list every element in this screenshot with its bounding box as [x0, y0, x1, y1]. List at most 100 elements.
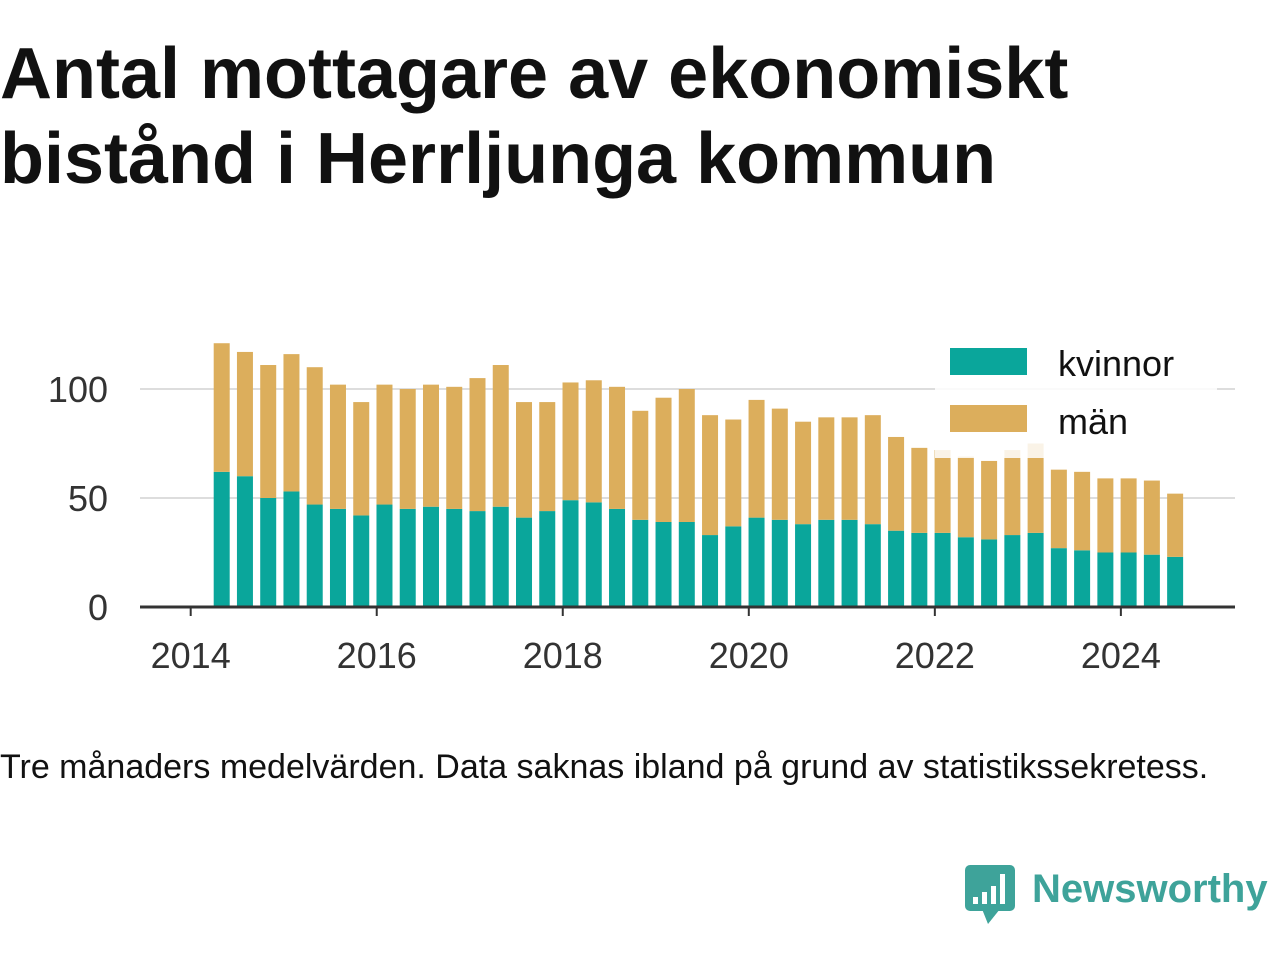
stacked-bar-chart: kvinnor män 2014 2016 2018 2020 2022 2024 0 50 1… [48, 335, 1235, 676]
bar-kvinnor [841, 519, 858, 607]
bar-man [1027, 443, 1044, 533]
bar-man [632, 410, 649, 520]
brand-name: Newsworthy [1032, 867, 1268, 911]
x-tick-label: 2024 [1081, 635, 1161, 676]
bar-kvinnor [236, 476, 253, 607]
bar-man [1050, 469, 1067, 549]
bar-man [609, 386, 626, 509]
bar-man [353, 402, 370, 516]
bar-man [1143, 480, 1160, 555]
bar-man [422, 384, 439, 507]
chart-note: Tre månaders medelvärden. Data saknas ib… [0, 748, 1209, 786]
bar-kvinnor [748, 517, 765, 607]
bar-kvinnor [1050, 548, 1067, 607]
bar-man [376, 384, 393, 505]
bar-man [1120, 478, 1137, 553]
bar-kvinnor [399, 508, 416, 607]
newsworthy-logo-icon [965, 865, 1015, 924]
bar-kvinnor [818, 519, 835, 607]
bar-kvinnor [422, 506, 439, 607]
bar-man [818, 417, 835, 520]
bar-man [981, 460, 998, 540]
x-tick-label: 2016 [337, 635, 417, 676]
bar-man [1074, 471, 1091, 551]
bar-man [911, 447, 928, 533]
logo-bubble [965, 865, 1015, 911]
bar-kvinnor [934, 532, 951, 607]
bar-man [771, 408, 788, 520]
bar-kvinnor [888, 530, 905, 607]
bar-man [539, 402, 556, 512]
bar-man [236, 351, 253, 477]
bar-man [702, 415, 719, 536]
bar-kvinnor [1167, 556, 1184, 607]
bar-kvinnor [957, 537, 974, 607]
x-tick-label: 2022 [895, 635, 975, 676]
x-axis: 2014 2016 2018 2020 2022 2024 [140, 605, 1235, 676]
bar-man [446, 386, 463, 509]
bar-kvinnor [260, 498, 277, 607]
bar-man [492, 365, 509, 507]
bar-man [329, 384, 346, 509]
legend-swatch-kvinnor [950, 348, 1027, 375]
legend-label-kvinnor: kvinnor [1058, 343, 1174, 384]
bar-man [957, 456, 974, 538]
bar-kvinnor [585, 502, 602, 607]
bar-kvinnor [376, 504, 393, 607]
bar-kvinnor [678, 521, 695, 607]
bar-kvinnor [771, 519, 788, 607]
bar-kvinnor [981, 539, 998, 607]
legend: kvinnor män [935, 335, 1217, 458]
bar-kvinnor [864, 524, 881, 607]
x-tick-label: 2014 [151, 635, 231, 676]
bar-man [516, 402, 533, 518]
bar-kvinnor [1120, 552, 1137, 607]
bar-man [260, 365, 277, 498]
bar-man [864, 415, 881, 525]
bar-kvinnor [539, 511, 556, 607]
bar-man [1097, 478, 1114, 553]
bar-kvinnor [353, 515, 370, 607]
bar-man [213, 343, 230, 472]
bar-man [283, 354, 300, 492]
bar-man [655, 397, 672, 522]
y-tick-label: 50 [68, 478, 108, 519]
bar-man [934, 450, 951, 533]
logo-bar-1 [973, 897, 978, 904]
bar-kvinnor [516, 517, 533, 607]
logo-bubble-tail [982, 909, 1000, 924]
bar-kvinnor [329, 508, 346, 607]
bar-kvinnor [609, 508, 626, 607]
logo-bar-4 [1000, 874, 1005, 904]
bar-kvinnor [1074, 550, 1091, 607]
bar-kvinnor [283, 491, 300, 607]
bar-kvinnor [306, 504, 323, 607]
bar-man [562, 382, 579, 501]
bar-kvinnor [702, 535, 719, 607]
logo-bar-2 [982, 892, 987, 904]
bar-man [306, 367, 323, 505]
bar-kvinnor [632, 519, 649, 607]
bar-man [841, 417, 858, 520]
bar-man [678, 389, 695, 522]
bar-man [748, 399, 765, 518]
bar-kvinnor [655, 521, 672, 607]
bar-man [725, 419, 742, 527]
bar-man [1004, 450, 1021, 536]
logo-bar-3 [991, 886, 996, 904]
y-axis: 0 50 100 [48, 369, 108, 628]
bar-kvinnor [1143, 554, 1160, 607]
x-tick-label: 2018 [523, 635, 603, 676]
bar-man [1167, 493, 1184, 557]
legend-swatch-man [950, 405, 1027, 432]
y-tick-label: 0 [88, 587, 108, 628]
bars [213, 343, 1184, 607]
bar-man [399, 389, 416, 509]
bar-kvinnor [446, 508, 463, 607]
legend-label-man: män [1058, 401, 1128, 442]
bar-kvinnor [725, 526, 742, 607]
bar-kvinnor [1027, 532, 1044, 607]
bar-kvinnor [1097, 552, 1114, 607]
bar-kvinnor [213, 471, 230, 607]
bar-kvinnor [562, 500, 579, 607]
